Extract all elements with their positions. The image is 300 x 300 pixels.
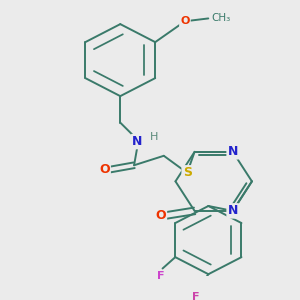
Text: O: O — [155, 209, 166, 222]
Text: N: N — [228, 145, 238, 158]
Text: N: N — [228, 204, 238, 218]
Text: N: N — [132, 135, 142, 148]
Text: H: H — [150, 132, 158, 142]
Text: F: F — [157, 271, 164, 281]
Text: S: S — [183, 166, 192, 179]
Text: F: F — [192, 292, 200, 300]
Text: O: O — [180, 16, 190, 26]
Text: CH₃: CH₃ — [212, 14, 231, 23]
Text: O: O — [99, 164, 110, 176]
